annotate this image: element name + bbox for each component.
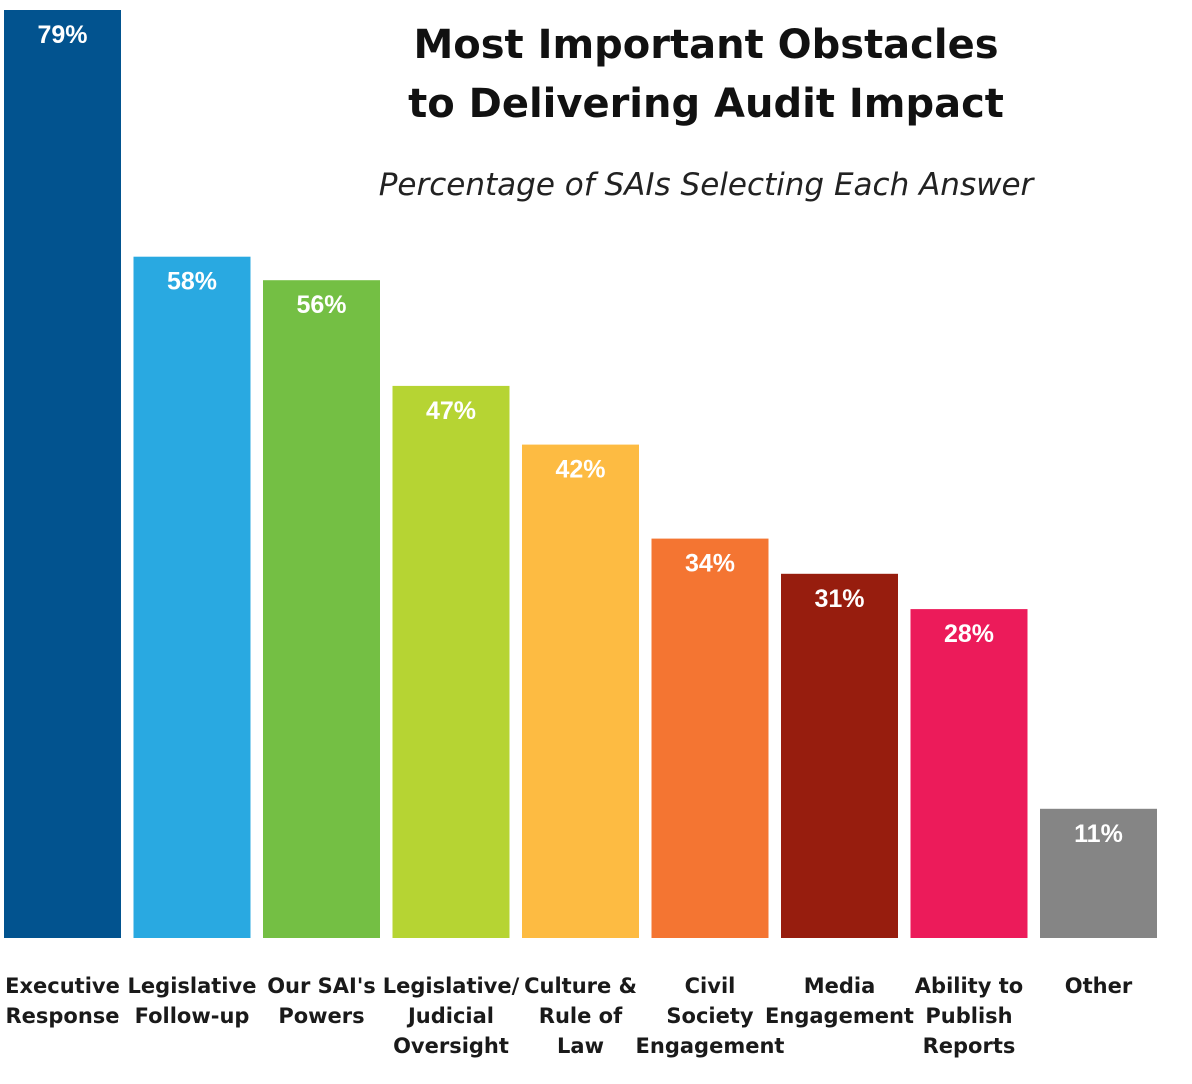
category-label-line: Our SAI's (267, 974, 376, 998)
bar-value-label-2: 58% (167, 268, 217, 296)
category-label-line: Follow-up (135, 1004, 250, 1028)
category-label-3: Our SAI's Powers (267, 974, 376, 1028)
category-label-line: Publish (925, 1004, 1012, 1028)
category-label-line: Culture & (524, 974, 637, 998)
category-label-line: Response (5, 1004, 119, 1028)
bar-4 (392, 385, 510, 938)
bar-value-label-6: 34% (685, 550, 735, 578)
category-label-line: Legislative/ (383, 974, 520, 998)
bar-1 (4, 10, 121, 938)
bars-group (4, 10, 1157, 938)
chart-title-line-2: to Delivering Audit Impact (408, 81, 1004, 127)
bar-value-label-7: 31% (814, 585, 864, 613)
category-label-line: Powers (278, 1004, 364, 1028)
bar-value-label-9: 11% (1074, 820, 1123, 848)
category-label-5: Culture & Rule of Law (524, 974, 637, 1058)
category-label-9: Other (1065, 974, 1133, 998)
category-label-line: Engagement (765, 1004, 914, 1028)
bar-9 (1040, 808, 1157, 938)
chart-title-line-1: Most Important Obstacles (413, 22, 998, 68)
chart-subtitle: Percentage of SAIs Selecting Each Answer (379, 167, 1036, 203)
category-label-line: Other (1065, 974, 1133, 998)
bar-value-label-5: 42% (555, 456, 605, 484)
bar-value-label-8: 28% (944, 620, 994, 648)
category-label-line: Society (666, 1004, 753, 1028)
category-label-line: Law (557, 1034, 604, 1058)
bar-value-label-4: 47% (426, 397, 476, 425)
bar-2 (133, 256, 251, 938)
category-label-line: Oversight (393, 1034, 509, 1058)
category-label-line: Rule of (539, 1004, 623, 1028)
category-label-line: Legislative (128, 974, 257, 998)
category-label-line: Civil (685, 974, 736, 998)
value-labels-group: 79% 58% 56% 47% 42% 34% 31% 28% 11% (37, 21, 1122, 848)
bar-value-label-1: 79% (37, 21, 87, 49)
category-label-4: Legislative/Judicial Oversight (383, 974, 520, 1058)
category-label-line: Reports (923, 1034, 1016, 1058)
category-label-line: Judicial (406, 1004, 494, 1028)
category-label-1: Executive Response (5, 974, 120, 1028)
bar-5 (522, 444, 639, 938)
category-label-7: Media Engagement (765, 974, 914, 1028)
category-label-6: Civil Society Engagement (636, 974, 785, 1058)
bar-8 (910, 609, 1028, 938)
category-label-line: Ability to (915, 974, 1023, 998)
category-labels-group: Executive Response Legislative Follow-up Our… (5, 974, 1133, 1058)
bar-value-label-3: 56% (296, 291, 346, 319)
bar-3 (263, 280, 380, 938)
category-label-line: Executive (5, 974, 120, 998)
category-label-line: Engagement (636, 1034, 785, 1058)
category-label-2: Legislative Follow-up (128, 974, 257, 1028)
category-label-8: Ability to Publish Reports (915, 974, 1023, 1058)
category-label-line: Media (804, 974, 876, 998)
bar-6 (651, 538, 769, 938)
bar-7 (781, 573, 898, 938)
